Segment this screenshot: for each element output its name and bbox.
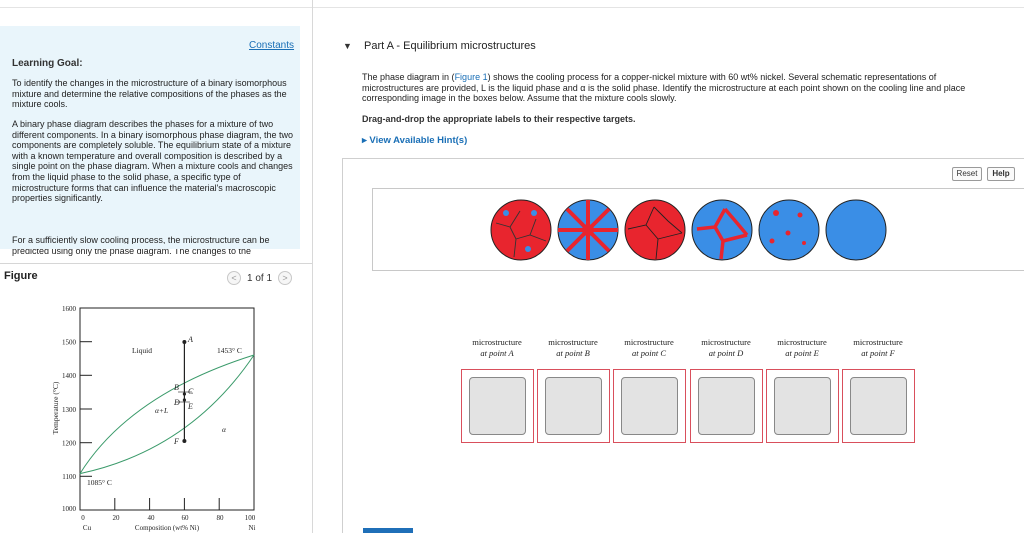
target-label-d: microstructure at point D [701, 337, 751, 358]
target-label-e: microstructure at point E [777, 337, 827, 358]
x-tick-label: 40 [148, 514, 156, 522]
y-tick-label: 1300 [62, 406, 77, 414]
instruction-text: Drag-and-drop the appropriate labels to … [362, 114, 636, 124]
view-hints-link[interactable]: ▸ View Available Hint(s) [362, 135, 468, 146]
x-tick-label: 20 [113, 514, 121, 522]
problem-statement: The phase diagram in (Figure 1) shows th… [362, 72, 966, 104]
y-axis-ticks [80, 307, 92, 477]
constants-link[interactable]: Constants [249, 40, 295, 51]
x-tick-label: 0 [81, 514, 85, 522]
x-tick-label: 100 [245, 514, 256, 522]
y-tick-label: 1500 [62, 339, 77, 347]
drop-slot[interactable] [545, 377, 602, 435]
y-tick-label: 1400 [62, 372, 77, 380]
liquid-region-label: Liquid [132, 346, 152, 355]
x-tick-label: 80 [217, 514, 225, 522]
drop-target-f[interactable] [842, 369, 915, 443]
x-tick-label: 60 [182, 514, 190, 522]
microstructure-tile-solid-liquid-boundaries[interactable] [691, 199, 753, 261]
target-label-f: microstructure at point F [853, 337, 903, 358]
microstructure-tile-all-solid[interactable] [825, 199, 887, 261]
point-label: D [173, 398, 180, 407]
drop-target-e[interactable] [766, 369, 839, 443]
target-label-b: microstructure at point B [548, 337, 598, 358]
drop-target-b[interactable] [537, 369, 610, 443]
previous-figure-button[interactable]: < [227, 271, 241, 285]
y-axis-label: Temperature (°C) [51, 381, 60, 434]
divider [0, 263, 312, 264]
drop-slot[interactable] [621, 377, 678, 435]
microstructure-tile-liquid-grains[interactable] [624, 199, 686, 261]
solidus-curve [79, 354, 255, 475]
drop-target-c[interactable] [613, 369, 686, 443]
y-tick-label: 1600 [62, 305, 77, 313]
y-tick-label: 1000 [62, 505, 77, 513]
point-label: E [187, 402, 193, 411]
x-end-label: Cu [83, 524, 92, 532]
point-label: F [173, 437, 179, 446]
figure-page-indicator: 1 of 1 [247, 272, 273, 284]
point-label: C [188, 387, 194, 396]
learning-goal-paragraph: For a sufficiently slow cooling process,… [12, 235, 270, 256]
x-end-label: Ni [249, 524, 256, 532]
drop-slot[interactable] [698, 377, 755, 435]
learning-goal-box [0, 26, 300, 248]
drop-slot[interactable] [774, 377, 831, 435]
drop-target-a[interactable] [461, 369, 534, 443]
y-tick-label: 1100 [62, 473, 76, 481]
drop-slot[interactable] [850, 377, 907, 435]
drop-target-d[interactable] [690, 369, 763, 443]
x-axis-label: Composition (wt% Ni) [135, 524, 200, 532]
target-label-c: microstructure at point C [624, 337, 674, 358]
figure-pager: < 1 of 1 > [227, 270, 293, 286]
drop-slot[interactable] [469, 377, 526, 435]
learning-goal-clip [0, 244, 300, 249]
reset-button[interactable]: Reset [952, 167, 982, 181]
point-marker [182, 439, 187, 443]
next-figure-button[interactable]: > [278, 271, 293, 285]
learning-goal-title: Learning Goal: [12, 58, 83, 69]
part-title: Part A - Equilibrium microstructures [364, 40, 536, 52]
two-phase-region-label: α+L [155, 406, 168, 415]
point-label: B [174, 383, 179, 392]
figure-label: Figure [4, 270, 38, 282]
help-button[interactable]: Help [987, 167, 1015, 181]
microstructure-tile-mostly-liquid-cracked[interactable] [490, 199, 552, 261]
learning-goal-paragraph: A binary phase diagram describes the pha… [12, 119, 293, 204]
point-marker [182, 340, 187, 344]
phase-diagram: 1600 1500 1400 1300 1200 1100 1000 0 20 … [51, 305, 256, 532]
microstructure-tile-solid-with-liquid-veins[interactable] [557, 199, 619, 261]
melting-point-label: 1453° C [217, 346, 242, 355]
point-label: A [187, 335, 193, 344]
target-label-a: microstructure at point A [472, 337, 522, 358]
divider [313, 7, 1024, 8]
submit-button[interactable] [363, 528, 413, 533]
point-marker [182, 392, 186, 396]
collapse-triangle-icon[interactable]: ▼ [343, 41, 352, 51]
alpha-region-label: α [222, 425, 227, 434]
learning-goal-paragraph: To identify the changes in the microstru… [12, 78, 287, 110]
point-marker [182, 398, 186, 402]
melting-point-label: 1085° C [87, 478, 112, 487]
microstructure-tile-solid-with-liquid-droplets[interactable] [758, 199, 820, 261]
divider [0, 7, 312, 8]
liquidus-curve [79, 354, 255, 474]
panel-divider [312, 0, 313, 533]
figure-link[interactable]: Figure 1 [454, 72, 488, 82]
x-axis-ticks [114, 498, 220, 510]
y-tick-label: 1200 [62, 440, 77, 448]
